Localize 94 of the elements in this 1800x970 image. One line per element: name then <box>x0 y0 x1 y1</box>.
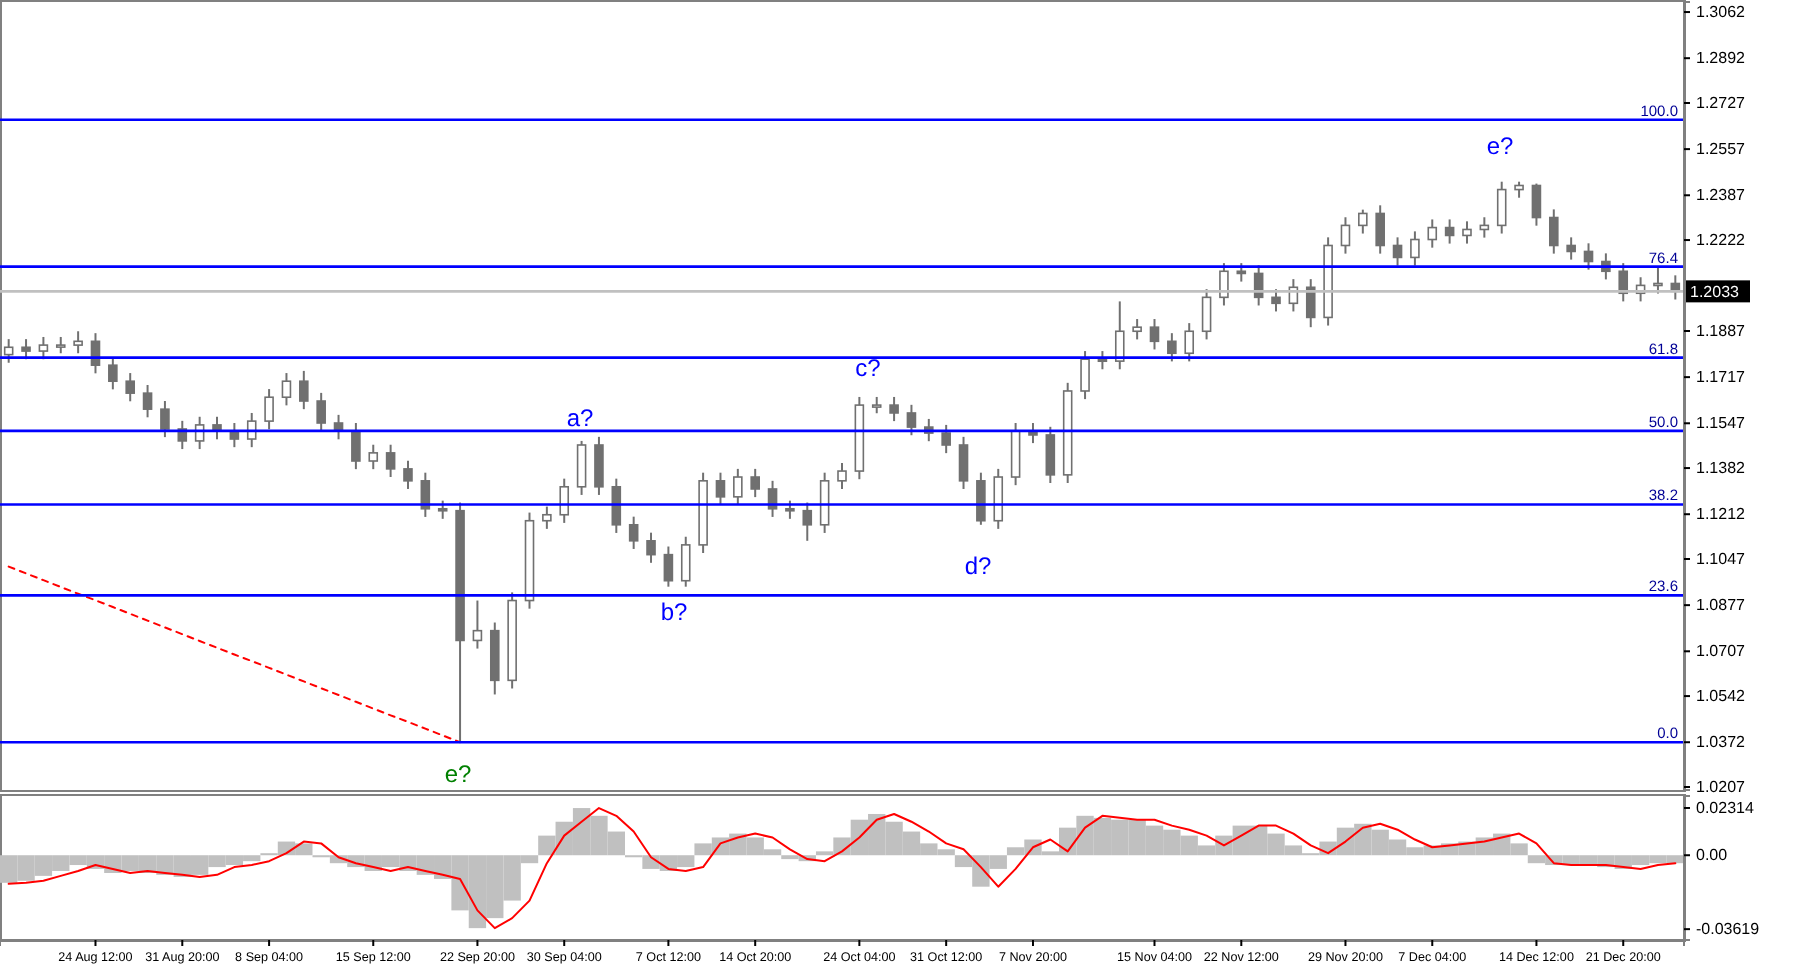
annotation: a? <box>566 404 594 433</box>
line-series <box>7 565 462 744</box>
candlestick <box>316 391 326 433</box>
candlestick <box>1618 262 1629 303</box>
y-tick-label: -0.03619 <box>1696 920 1761 939</box>
y-tick-label: 1.0542 <box>1696 687 1747 706</box>
candlestick <box>889 395 899 423</box>
candlestick <box>559 477 570 524</box>
y-tick-label: 1.2387 <box>1696 186 1747 205</box>
y-tick-label: 1.0877 <box>1696 596 1747 615</box>
candlestick <box>368 443 379 471</box>
candlestick <box>680 535 691 588</box>
candlestick <box>1427 218 1438 249</box>
candlestick <box>993 467 1004 530</box>
line-series <box>7 807 1677 930</box>
candlestick <box>1132 318 1142 341</box>
candlestick <box>299 369 309 411</box>
candlestick <box>3 338 14 364</box>
candlestick <box>594 435 604 496</box>
candlestick <box>941 423 951 455</box>
ref-line-label: 1.2033 <box>1690 283 1741 302</box>
candlestick <box>1340 216 1351 255</box>
y-tick-label: 1.2222 <box>1696 231 1747 250</box>
candlestick <box>472 599 483 650</box>
y-tick-label: 0.00 <box>1696 846 1729 865</box>
y-tick-label: 1.1547 <box>1696 414 1747 433</box>
y-tick-label: 1.2727 <box>1696 94 1747 113</box>
y-tick-label: 1.3062 <box>1696 3 1747 22</box>
y-tick-label: 1.1717 <box>1696 368 1747 387</box>
candlestick <box>628 515 639 550</box>
candlestick <box>785 499 795 520</box>
candlestick <box>1149 318 1160 351</box>
candlestick <box>1566 236 1576 261</box>
candlestick <box>1010 422 1021 487</box>
annotation: d? <box>964 552 992 581</box>
y-tick-label: 1.2892 <box>1696 49 1747 68</box>
candlestick <box>750 467 760 499</box>
y-tick-label: 1.1212 <box>1696 505 1747 524</box>
candlestick <box>1236 262 1247 283</box>
candlestick <box>1375 204 1385 255</box>
candlestick <box>264 388 274 431</box>
y-tick-label: 1.0707 <box>1696 642 1747 661</box>
candlestick <box>142 384 153 419</box>
candlestick <box>663 545 674 588</box>
candlestick <box>1080 350 1090 401</box>
candlestick <box>281 372 292 407</box>
y-tick-label: 1.0207 <box>1696 778 1747 797</box>
candlestick <box>1583 242 1594 271</box>
candlestick <box>1184 322 1195 363</box>
candlestick <box>576 439 587 496</box>
candlestick <box>1496 180 1507 235</box>
candlestick <box>1305 278 1316 329</box>
candlestick <box>1045 425 1056 484</box>
candlestick <box>351 422 361 471</box>
candlestick <box>1410 230 1420 267</box>
candlestick <box>837 461 847 490</box>
candlestick <box>715 471 726 506</box>
annotation: e? <box>444 760 472 789</box>
y-tick-label: 0.02314 <box>1696 799 1755 818</box>
candlestick <box>958 435 969 490</box>
candlestick <box>733 467 743 506</box>
candlestick <box>160 400 170 439</box>
candlestick <box>1167 332 1177 363</box>
candlestick <box>125 372 136 403</box>
y-tick-label: 1.1382 <box>1696 459 1747 478</box>
candlestick <box>1271 288 1281 313</box>
candlestick <box>802 501 813 542</box>
annotation: c? <box>855 354 882 383</box>
y-tick-label: 1.2557 <box>1696 140 1747 159</box>
candlestick <box>1358 208 1368 235</box>
candlestick <box>385 443 396 479</box>
y-tick-label: 1.1887 <box>1696 322 1747 341</box>
candlestick <box>1462 220 1472 245</box>
candlestick <box>1444 218 1455 245</box>
candlestick <box>646 531 656 564</box>
candlestick <box>1548 208 1559 255</box>
y-tick-label: 1.1047 <box>1696 550 1747 569</box>
y-tick-label: 1.0372 <box>1696 733 1747 752</box>
candlestick <box>1653 266 1663 295</box>
candlestick <box>246 411 257 449</box>
price-tag: 1.2033 <box>1686 280 1750 303</box>
candlestick <box>542 505 552 530</box>
annotation: e? <box>1486 132 1514 161</box>
candlestick <box>1392 236 1403 267</box>
candlestick <box>976 471 986 526</box>
candlestick <box>1531 182 1542 227</box>
candlestick <box>73 330 83 355</box>
candlestick <box>906 403 917 437</box>
candlestick <box>403 459 413 490</box>
candlestick <box>437 499 448 520</box>
candlestick <box>108 356 118 391</box>
candlestick <box>1201 288 1212 341</box>
annotation: b? <box>660 598 688 627</box>
candlestick <box>1114 300 1125 371</box>
